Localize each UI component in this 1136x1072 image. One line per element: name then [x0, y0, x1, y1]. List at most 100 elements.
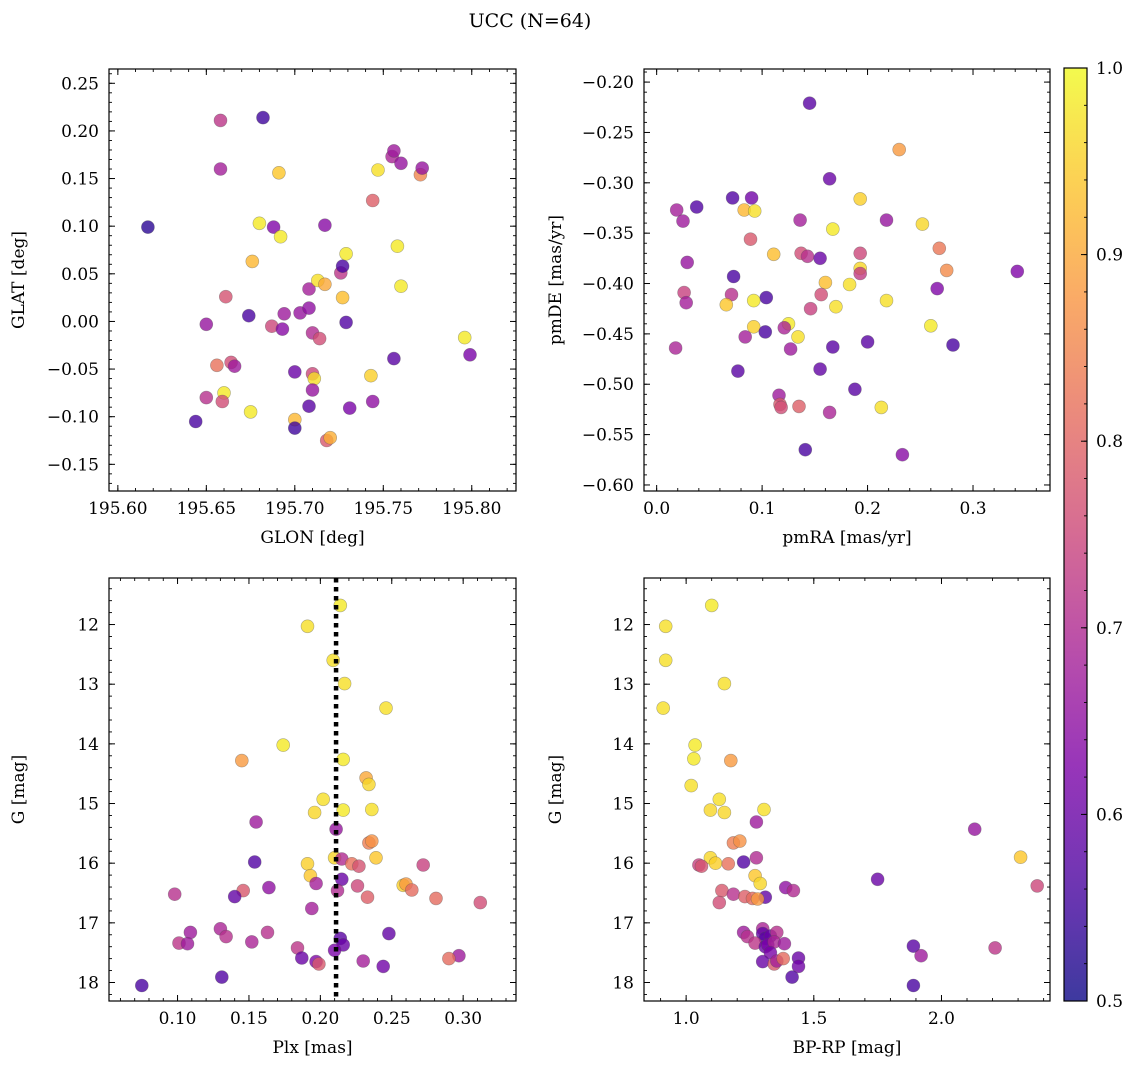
data-point	[684, 778, 699, 793]
data-point	[932, 241, 947, 256]
data-point	[365, 394, 380, 409]
data-point	[906, 939, 921, 953]
data-point	[219, 289, 233, 304]
y-tick-label: 18	[612, 974, 634, 994]
data-point	[318, 277, 332, 292]
data-point	[227, 889, 242, 904]
data-point	[766, 247, 781, 262]
data-point	[688, 738, 702, 752]
data-point	[307, 805, 322, 820]
y-tick-label: 0.25	[61, 74, 99, 94]
y-tick-label: 16	[77, 854, 99, 874]
data-point	[382, 926, 396, 941]
y-tick-label: 0.10	[61, 217, 99, 237]
data-point	[923, 318, 938, 333]
data-point	[188, 414, 203, 429]
data-point	[668, 341, 683, 355]
data-point	[302, 282, 316, 296]
data-point	[798, 442, 813, 457]
data-point	[272, 166, 286, 180]
colorbar-tick-label: 0.7	[1096, 619, 1123, 639]
figure-title: UCC (N=64)	[469, 10, 592, 32]
data-point	[249, 815, 263, 829]
data-point	[356, 954, 371, 968]
data-point	[242, 308, 256, 323]
y-tick-label: 0.15	[61, 170, 99, 190]
data-point	[813, 362, 827, 376]
data-point	[335, 290, 350, 305]
data-point	[235, 753, 249, 768]
data-point	[822, 172, 837, 186]
data-point	[379, 701, 393, 715]
y-axis-label: G [mag]	[9, 755, 29, 824]
data-point	[802, 96, 817, 110]
data-point	[183, 925, 198, 940]
data-point	[946, 338, 960, 352]
data-point	[339, 247, 353, 261]
x-tick-label: 0.10	[159, 1009, 197, 1029]
data-point	[777, 320, 792, 335]
data-point	[387, 144, 401, 158]
data-point	[213, 162, 228, 176]
data-point	[339, 315, 353, 330]
data-point	[318, 218, 332, 232]
data-point	[829, 299, 843, 314]
colorbar: 0.5 0.6 0.7 0.8 0.9 1.0	[1063, 59, 1123, 1012]
data-point	[746, 319, 761, 334]
y-tick-label: 0.05	[61, 265, 99, 285]
data-point	[335, 259, 350, 274]
data-point	[287, 365, 302, 379]
y-tick-label: −0.45	[582, 325, 634, 345]
data-point	[715, 883, 729, 898]
x-tick-label: 0.30	[444, 1009, 482, 1029]
data-point	[309, 876, 323, 891]
data-point	[930, 281, 945, 296]
data-point	[759, 290, 774, 305]
data-point	[793, 213, 807, 227]
data-point	[785, 970, 799, 984]
data-point	[262, 880, 276, 895]
data-point	[746, 293, 761, 308]
x-tick-label: 0.3	[959, 499, 986, 519]
data-point	[915, 217, 930, 231]
data-point	[390, 239, 405, 253]
data-point	[350, 879, 365, 893]
data-point	[676, 214, 690, 228]
data-point	[276, 738, 291, 752]
data-point	[364, 802, 379, 817]
data-point	[703, 803, 718, 817]
x-tick-label: 2.0	[928, 1009, 955, 1029]
data-point	[776, 951, 791, 966]
data-point	[316, 792, 331, 807]
data-point	[874, 400, 889, 415]
y-tick-label: −0.55	[582, 426, 634, 446]
data-point	[371, 163, 385, 177]
axes-frame	[108, 577, 517, 1002]
data-point	[783, 342, 798, 356]
x-tick-label: 195.75	[354, 499, 413, 519]
data-point	[337, 676, 352, 691]
data-point	[215, 394, 230, 409]
data-point	[906, 978, 921, 993]
y-tick-label: −0.50	[582, 375, 634, 395]
data-point	[302, 399, 316, 414]
y-tick-label: −0.15	[47, 455, 99, 475]
x-tick-label: 195.80	[442, 499, 501, 519]
data-point	[457, 330, 472, 345]
x-tick-label: 0.2	[854, 499, 881, 519]
data-point	[658, 653, 673, 668]
data-point	[342, 401, 357, 415]
data-point	[818, 275, 833, 290]
data-point	[275, 322, 290, 336]
scatter-panel-bprp-g: 1.0 1.5 2.0 12 13 14 15 16 17 18 BP-RP [mag] G [mag…	[546, 577, 1051, 1058]
data-point	[463, 347, 477, 362]
x-tick-label: 0.0	[643, 499, 670, 519]
data-point	[848, 382, 862, 397]
data-point	[394, 279, 408, 294]
points-group	[135, 598, 488, 993]
data-point	[825, 340, 840, 354]
data-point	[1013, 850, 1028, 865]
data-point	[853, 192, 868, 206]
y-tick-label: 13	[612, 675, 634, 695]
data-point	[260, 925, 275, 940]
